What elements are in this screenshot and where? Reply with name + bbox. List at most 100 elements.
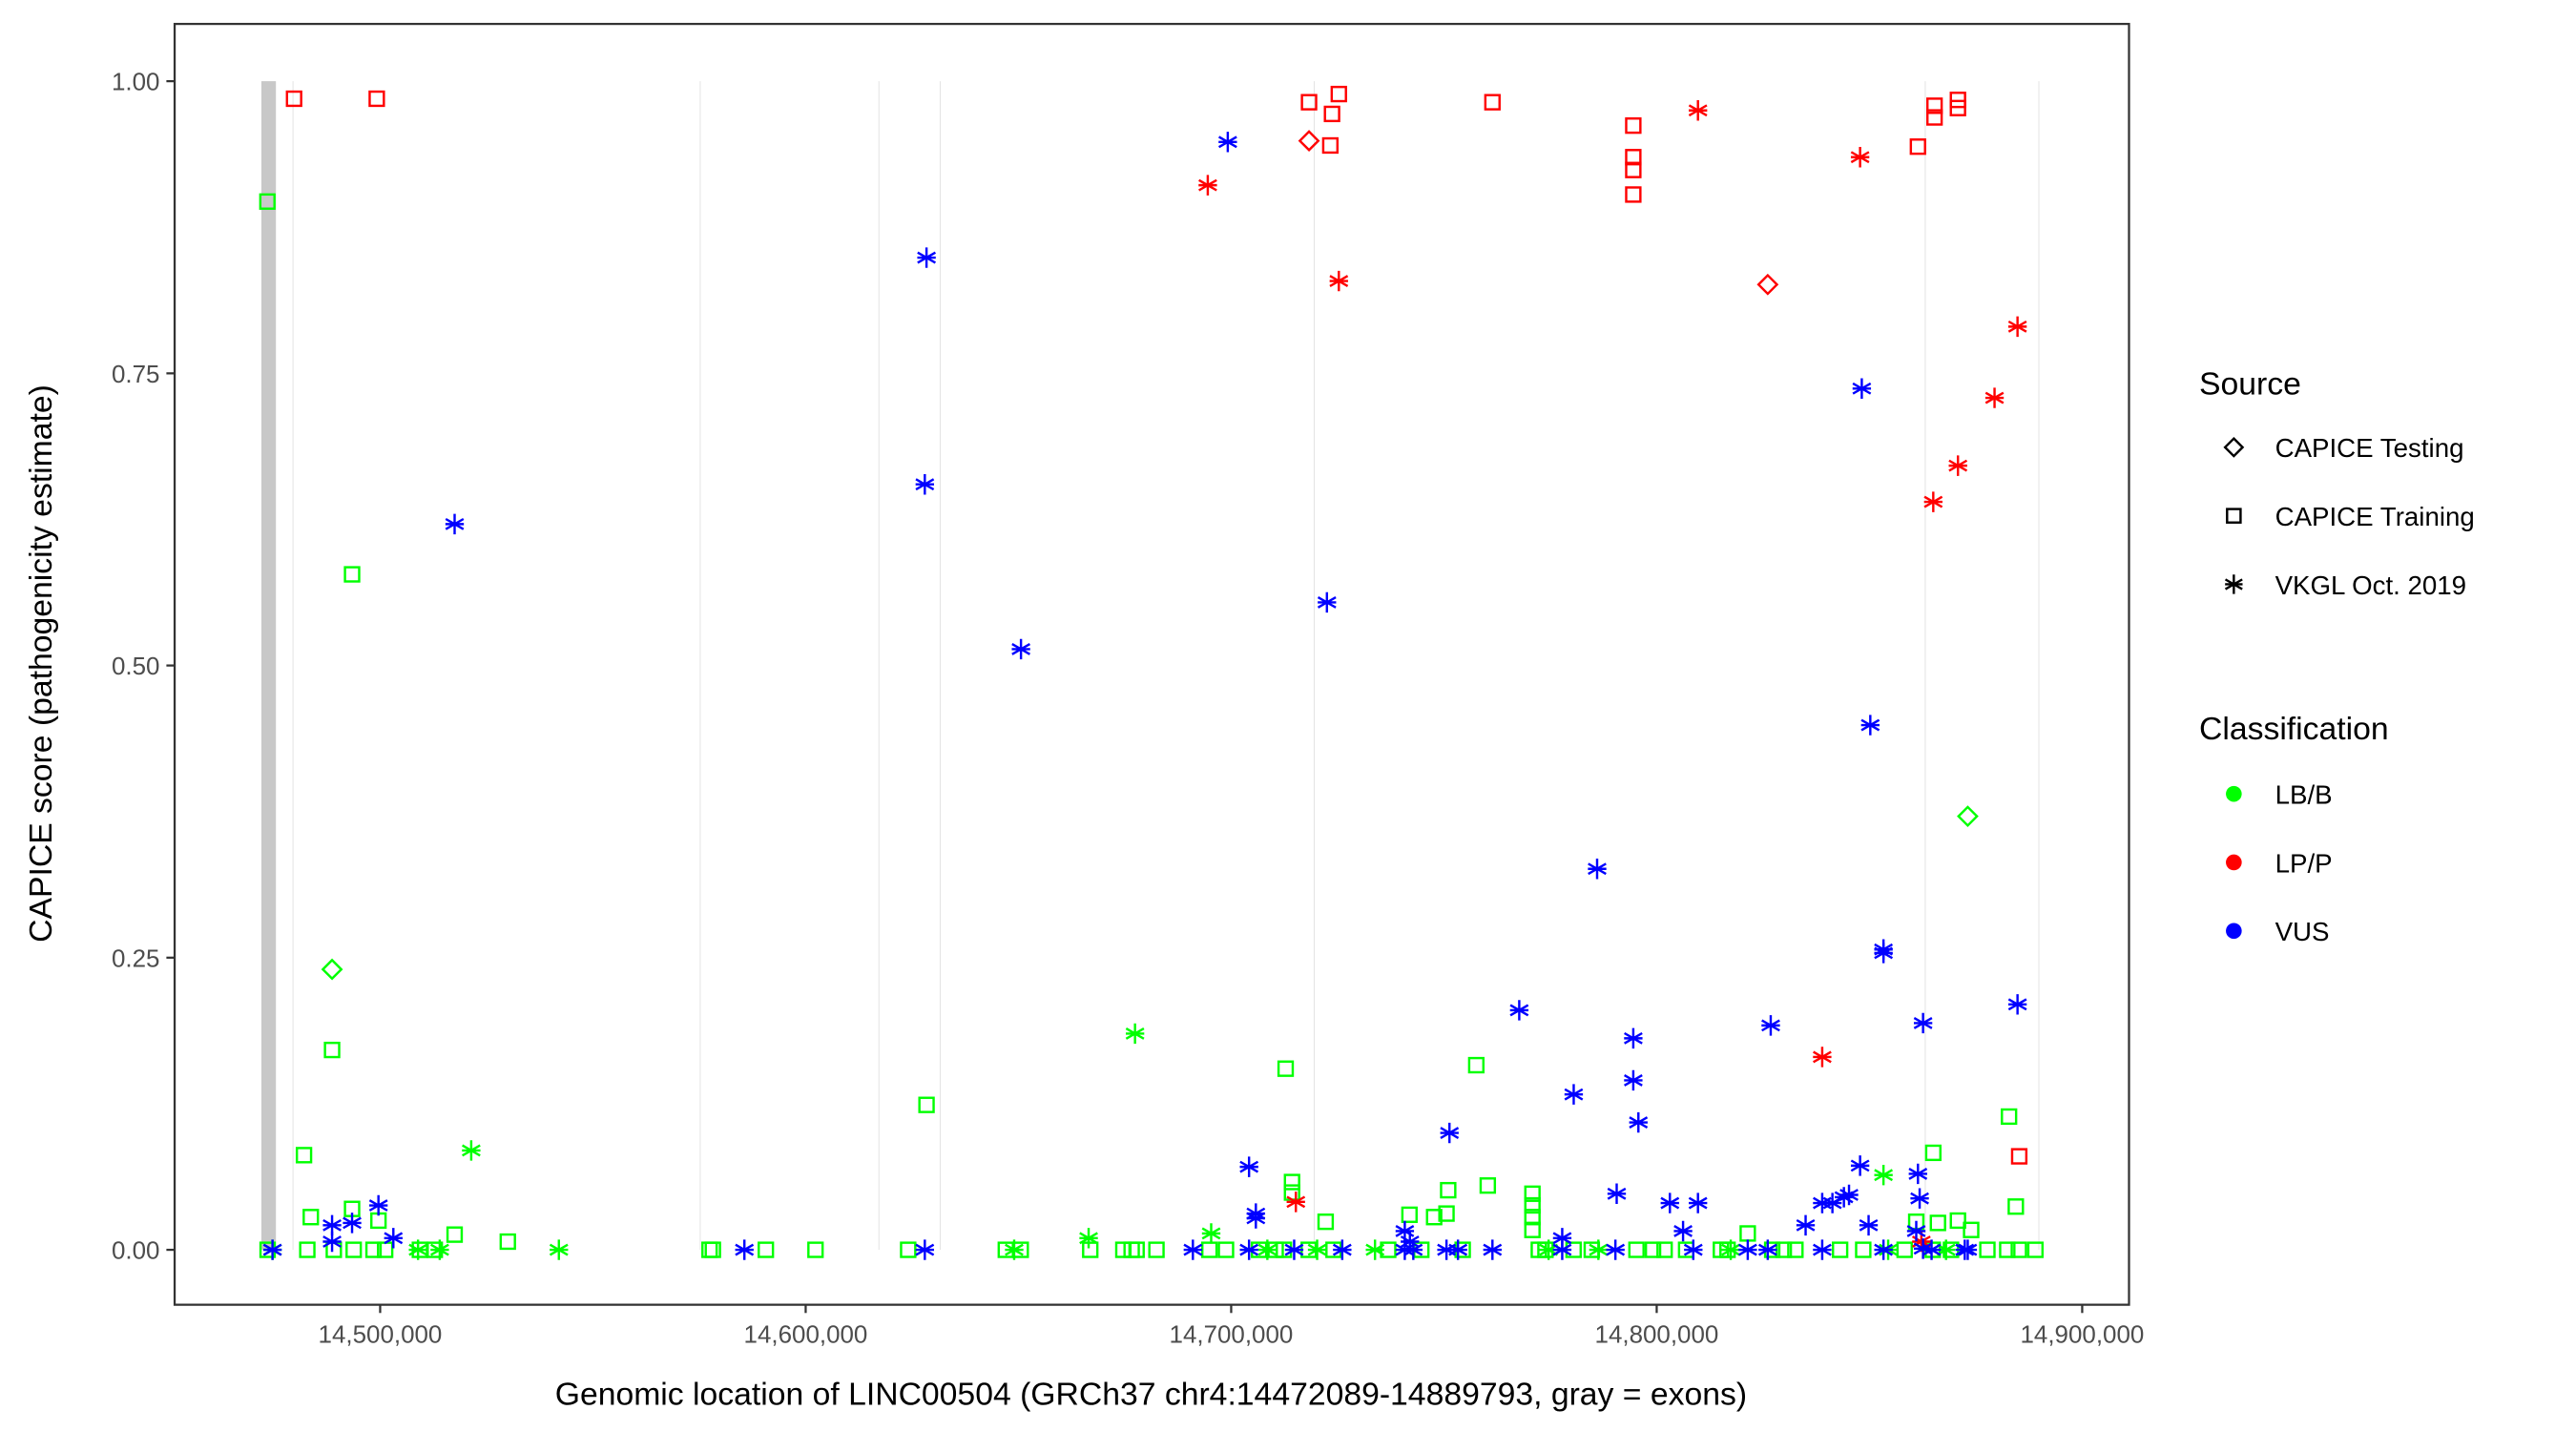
- data-point: [1922, 1239, 1942, 1260]
- data-point: [1999, 1241, 2016, 1258]
- data-point: [1874, 1164, 1894, 1186]
- legend-color-dot-icon: [2226, 854, 2242, 871]
- data-point: [1896, 1241, 1913, 1258]
- x-tick-label: 14,500,000: [319, 1321, 443, 1348]
- data-point: [1317, 1213, 1335, 1231]
- data-point: [1330, 85, 1347, 103]
- data-point: [1125, 1023, 1145, 1045]
- data-point: [1721, 1239, 1740, 1260]
- data-point: [1128, 1241, 1145, 1258]
- exon-band: [939, 81, 941, 1251]
- data-point: [758, 1241, 775, 1258]
- data-point: [1321, 136, 1340, 155]
- legend-source-label: VKGL Oct. 2019: [2275, 570, 2466, 600]
- data-point: [1913, 1238, 1933, 1259]
- data-point: [1323, 105, 1340, 123]
- data-point: [345, 1241, 363, 1258]
- legend-classification-title: Classification: [2199, 711, 2389, 747]
- data-point: [1198, 175, 1217, 196]
- legend-asterisk-icon: [2224, 574, 2243, 594]
- data-point: [323, 1041, 341, 1059]
- legend-diamond-icon: [2223, 436, 2245, 458]
- data-point: [259, 193, 276, 210]
- data-point: [1673, 1220, 1693, 1242]
- legend-classification-label: LB/B: [2275, 780, 2333, 810]
- data-point: [2010, 1148, 2028, 1165]
- exon-band: [699, 81, 701, 1251]
- data-point: [1929, 1214, 1946, 1232]
- data-point: [1317, 591, 1337, 613]
- data-point: [1589, 1239, 1609, 1260]
- data-point: [1539, 1239, 1559, 1260]
- data-point: [1926, 109, 1943, 126]
- data-point: [368, 1194, 388, 1216]
- data-point: [1524, 1209, 1541, 1226]
- data-point: [1239, 1239, 1259, 1260]
- data-point: [2010, 1241, 2027, 1258]
- data-point: [1438, 1205, 1455, 1222]
- data-point: [900, 1241, 917, 1258]
- data-point: [1874, 1239, 1894, 1260]
- data-point: [1629, 1111, 1649, 1133]
- data-point: [408, 1239, 428, 1260]
- data-point: [1625, 161, 1642, 178]
- legend: Source Classification CAPICE Testing CAPI…: [2199, 365, 2475, 946]
- data-point: [1660, 1192, 1680, 1213]
- data-point: [1688, 1192, 1708, 1213]
- data-point: [1365, 1239, 1385, 1260]
- data-point: [1552, 1228, 1572, 1249]
- data-point: [1201, 1223, 1221, 1244]
- data-point: [1625, 117, 1642, 135]
- data-point: [1564, 1084, 1584, 1105]
- x-tick-label: 14,700,000: [1170, 1321, 1294, 1348]
- data-point: [1624, 1027, 1643, 1049]
- data-point: [1082, 1241, 1099, 1258]
- data-point: [1850, 1155, 1870, 1176]
- data-point: [1606, 1239, 1626, 1260]
- data-point: [1329, 270, 1349, 292]
- data-point: [1624, 1069, 1643, 1091]
- plot-panel-border: [173, 22, 2130, 1306]
- data-point: [1479, 1177, 1497, 1194]
- legend-classification-label: VUS: [2275, 917, 2330, 946]
- legend-source-label: CAPICE Testing: [2275, 433, 2464, 463]
- data-point: [1909, 138, 1926, 156]
- data-point: [1239, 1156, 1259, 1177]
- data-point: [384, 1228, 404, 1249]
- data-point: [915, 1239, 935, 1260]
- data-point: [285, 90, 302, 108]
- data-point: [1628, 1241, 1645, 1258]
- data-point: [1183, 1239, 1203, 1260]
- data-point: [1201, 1241, 1218, 1258]
- data-point: [1425, 1209, 1443, 1226]
- data-point: [1813, 1239, 1832, 1260]
- data-point: [1298, 130, 1320, 152]
- data-point: [1737, 1239, 1757, 1260]
- data-point: [1852, 378, 1872, 400]
- data-point: [1625, 186, 1642, 203]
- data-point: [1625, 149, 1642, 166]
- x-tick-label: 14,800,000: [1595, 1321, 1719, 1348]
- data-point: [2026, 1241, 2045, 1258]
- data-point: [446, 1226, 464, 1243]
- data-point: [1656, 1241, 1673, 1258]
- data-point: [1688, 100, 1708, 121]
- data-point: [735, 1239, 755, 1260]
- data-point: [2007, 316, 2027, 338]
- data-point: [1257, 1239, 1278, 1260]
- data-point: [1467, 1056, 1485, 1074]
- data-point: [1403, 1239, 1423, 1260]
- legend-source-label: CAPICE Training: [2275, 502, 2475, 531]
- data-point: [295, 1147, 313, 1164]
- data-point: [1822, 1192, 1842, 1213]
- data-point: [1246, 1208, 1266, 1229]
- data-point: [1644, 1241, 1662, 1258]
- y-axis-title: CAPICE score (pathogenicity estimate): [23, 384, 59, 943]
- data-point: [1813, 1047, 1832, 1068]
- data-point: [1979, 1241, 1996, 1258]
- data-point: [1859, 1214, 1879, 1236]
- y-tick-label: 0.25: [112, 945, 159, 972]
- data-point: [1300, 93, 1318, 111]
- data-point: [1277, 1060, 1295, 1077]
